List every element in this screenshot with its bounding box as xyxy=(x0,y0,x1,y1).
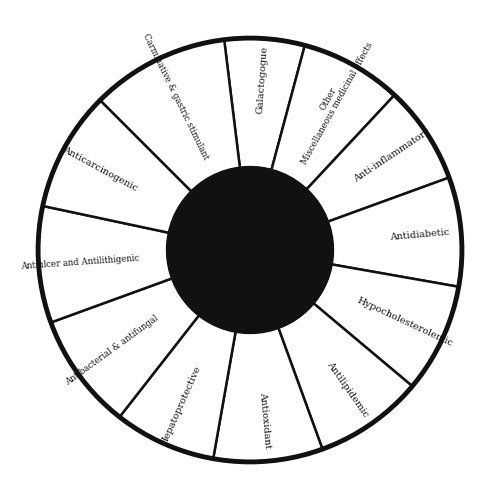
Text: Anti-inflammatory: Anti-inflammatory xyxy=(352,128,432,184)
Wedge shape xyxy=(272,46,394,190)
Wedge shape xyxy=(51,278,200,417)
Text: Antilipidemic: Antilipidemic xyxy=(325,360,370,419)
Text: Hepatoprotective: Hepatoprotective xyxy=(159,364,202,447)
Text: Anticarcinogenic: Anticarcinogenic xyxy=(61,144,139,192)
Circle shape xyxy=(168,168,332,332)
Wedge shape xyxy=(306,95,449,222)
Wedge shape xyxy=(328,178,462,287)
Text: Galactogogue: Galactogogue xyxy=(255,46,269,114)
Text: Hypocholesterolemic: Hypocholesterolemic xyxy=(355,296,454,348)
Text: Other
Miscellaneous medicinal effects: Other Miscellaneous medicinal effects xyxy=(290,36,374,166)
Wedge shape xyxy=(313,264,458,386)
Text: Antibacterial & antifungal: Antibacterial & antifungal xyxy=(64,314,160,387)
Text: Antioxidant: Antioxidant xyxy=(258,391,272,448)
Text: Antidiabetic: Antidiabetic xyxy=(390,228,450,242)
Text: Carminative & gastric stimulant: Carminative & gastric stimulant xyxy=(140,32,210,162)
Text: Antiulcer and Antilithigenic: Antiulcer and Antilithigenic xyxy=(20,254,140,270)
Wedge shape xyxy=(38,206,172,322)
Wedge shape xyxy=(42,100,192,233)
Wedge shape xyxy=(213,328,322,462)
Wedge shape xyxy=(278,303,412,449)
Wedge shape xyxy=(224,38,305,170)
Wedge shape xyxy=(120,315,236,458)
Wedge shape xyxy=(100,40,240,192)
Text: $\mathbf{Pharmaceutical}$
$\mathbf{effects\ of}$
$\mathit{Trigonella}$
$\mathit{: $\mathbf{Pharmaceutical}$ $\mathbf{effec… xyxy=(198,206,302,289)
